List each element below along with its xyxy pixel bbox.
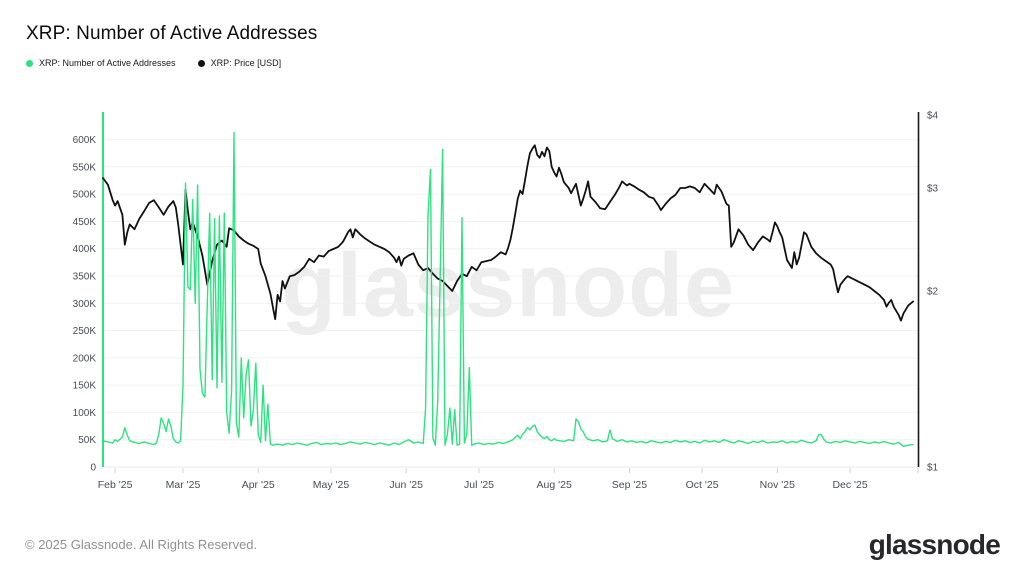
y-left-tick-label: 350K [73,272,97,283]
x-tick-label: Mar '25 [166,479,201,491]
x-tick-label: Jun '25 [389,479,423,491]
x-tick-label: Jul '25 [464,479,494,491]
x-tick-label: Apr '25 [242,479,275,491]
x-tick-label: May '25 [313,479,350,491]
footer-copyright: © 2025 Glassnode. All Rights Reserved. [25,537,258,552]
glassnode-logo: glassnode [868,529,1001,560]
y-right-tick-label: $2 [927,287,939,298]
x-tick-label: Feb '25 [98,479,133,491]
y-left-tick-label: 100K [73,408,97,419]
legend-dot-black-icon [197,59,205,67]
y-right-tick-label: $1 [927,463,939,474]
legend-label: XRP: Number of Active Addresses [39,58,176,68]
page-title: XRP: Number of Active Addresses [26,23,318,44]
y-left-tick-label: 450K [73,217,97,228]
x-tick-label: Dec '25 [832,479,867,491]
y-left-tick-label: 200K [73,353,97,364]
x-tick-label: Aug '25 [537,479,572,491]
price-line [102,144,914,322]
y-left-tick-label: 50K [78,435,96,446]
y-left-tick-label: 500K [73,190,97,201]
active-addresses-line [102,131,914,447]
y-left-tick-label: 150K [73,381,97,392]
legend-item-active-addresses[interactable]: XRP: Number of Active Addresses [26,58,176,68]
y-left-tick-label: 0 [90,463,96,474]
x-tick-label: Sep '25 [612,479,647,491]
y-left-tick-label: 600K [73,135,97,146]
x-tick-label: Oct '25 [686,479,719,491]
y-left-tick-label: 250K [73,326,97,337]
y-left-tick-label: 550K [73,162,97,173]
legend-dot-green-icon [26,59,33,67]
y-left-tick-label: 300K [73,299,97,310]
legend-label: XRP: Price [USD] [210,58,282,68]
y-right-tick-label: $4 [927,111,939,122]
y-left-tick-label: 400K [73,244,97,255]
glassnode-watermark: glassnode [281,236,736,336]
y-right-tick-label: $3 [927,184,939,195]
x-tick-label: Nov '25 [760,479,795,491]
chart-legend: XRP: Number of Active Addresses XRP: Pri… [26,58,281,68]
legend-item-price[interactable]: XRP: Price [USD] [197,58,282,68]
